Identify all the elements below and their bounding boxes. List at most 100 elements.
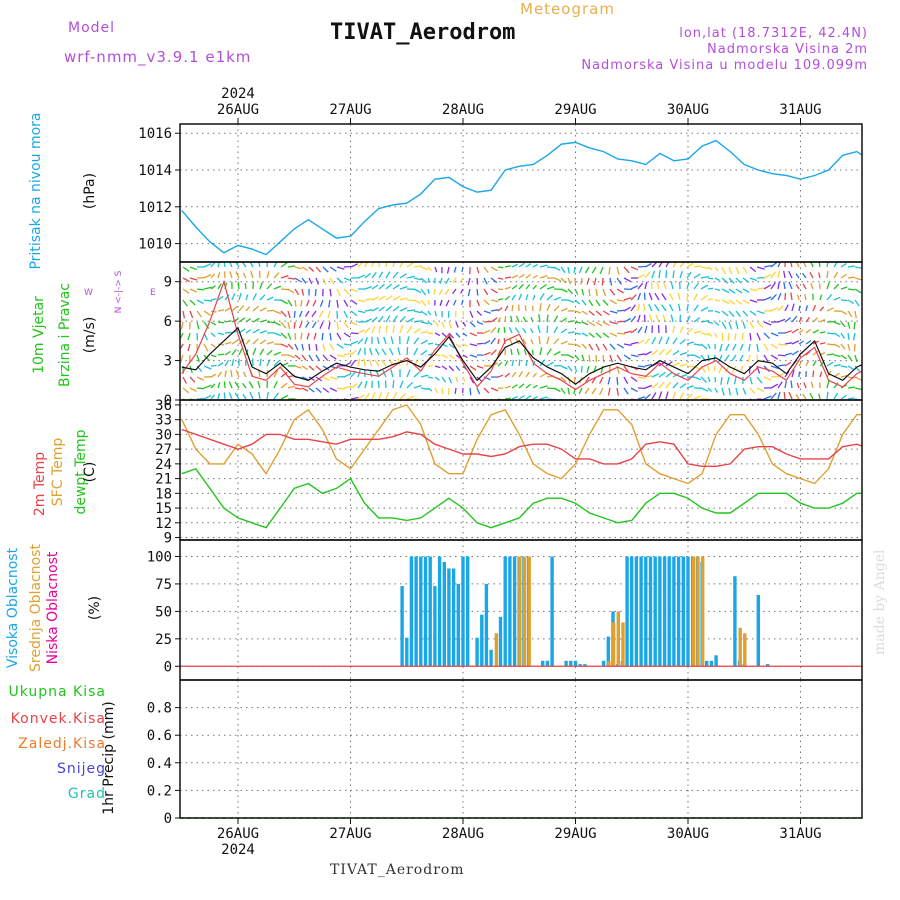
wind-arrow (462, 321, 467, 327)
y-tick-label: 0 (164, 811, 172, 827)
wind-arrow (707, 266, 713, 271)
wind-arrow (490, 288, 498, 294)
wind-arrow (805, 305, 808, 312)
wind-arrow (574, 288, 579, 295)
wind-arrow (350, 263, 359, 268)
wind-arrow (439, 299, 443, 307)
wind-arrow (210, 343, 216, 348)
bottom-date-label: 27AUG (329, 826, 371, 842)
wind-arrow (532, 263, 538, 268)
wind-arrow (798, 329, 804, 334)
wind-arrow (392, 262, 396, 268)
wind-arrow (434, 310, 437, 317)
wind-arrow (599, 376, 604, 384)
wind-arrow (413, 371, 421, 378)
wind-arrow (749, 299, 758, 303)
wind-arrow (381, 348, 387, 356)
wind-arrow (791, 328, 799, 334)
wind-arrow (294, 266, 302, 270)
wind-arrow (490, 266, 498, 272)
wind-arrow (700, 332, 709, 336)
wind-arrow (672, 270, 675, 279)
wind-arrow (847, 365, 855, 371)
wind-arrow (441, 387, 444, 395)
wind-arrow (840, 374, 848, 378)
high-cloud-bar (456, 583, 460, 667)
wind-arrow (644, 325, 648, 334)
wind-arrow (763, 321, 772, 326)
top-date-label: 28AUG (442, 102, 484, 118)
high-cloud-bar (756, 594, 760, 667)
wind-arrow (644, 337, 651, 345)
high-cloud-bar (550, 556, 554, 667)
y-tick-label: 75 (155, 577, 172, 593)
wind-arrow (374, 359, 380, 367)
wind-arrow (651, 373, 660, 378)
wind-arrow (616, 387, 619, 396)
wind-arrow (518, 293, 523, 301)
wind-arrow (707, 387, 713, 393)
wind-arrow (728, 387, 732, 396)
wind-arrow (448, 365, 455, 372)
wind-arrow (686, 341, 694, 345)
wind-arrow (805, 316, 811, 323)
wind-arrow (553, 364, 562, 367)
wind-arrow (182, 266, 190, 272)
wind-arrow (537, 325, 541, 334)
wind-arrow (567, 288, 574, 295)
wind-arrow (560, 288, 568, 293)
wind-arrow (378, 306, 386, 312)
wind-arrow (273, 285, 282, 290)
wind-arrow (444, 288, 450, 295)
wind-arrow (742, 266, 748, 274)
wind-arrow (560, 317, 568, 323)
wind-arrow (420, 374, 429, 378)
wind-arrow (672, 381, 679, 389)
wind-arrow (643, 303, 646, 312)
high-cloud-bar (658, 556, 662, 667)
wind-arrow (749, 277, 758, 282)
wind-arrow (483, 329, 491, 334)
wind-arrow (546, 294, 554, 301)
wind-arrow (826, 332, 835, 335)
wind-arrow (707, 277, 714, 280)
wind-arrow (679, 338, 687, 345)
wind-arrow (287, 332, 292, 340)
wind-arrow (826, 293, 833, 301)
wind-arrow (315, 354, 321, 362)
wind-arrow (847, 310, 853, 318)
wind-arrow (623, 306, 632, 312)
high-cloud-bar (578, 664, 582, 667)
wind-arrow (385, 325, 388, 334)
wind-arrow (490, 317, 498, 323)
wind-arrow (714, 376, 717, 383)
wind-arrow (539, 347, 543, 356)
wind-arrow (735, 387, 739, 396)
wind-arrow (273, 262, 278, 268)
wind-arrow (637, 314, 641, 323)
wind-arrow (315, 266, 322, 273)
wind-arrow (707, 321, 714, 325)
wind-arrow (301, 343, 305, 351)
wind-arrow (637, 339, 645, 345)
wind-arrow (539, 385, 548, 389)
wind-arrow (329, 354, 337, 360)
wind-arrow (833, 382, 839, 389)
y-tick-label: 33 (155, 413, 172, 429)
wind-arrow (532, 372, 538, 378)
top-year-label: 2024 (221, 86, 255, 102)
wind-arrow (770, 271, 777, 279)
wind-arrow (546, 348, 552, 356)
wind-arrow (749, 321, 755, 329)
wind-arrow (777, 372, 785, 378)
wind-arrow (637, 265, 646, 268)
wind-arrow (644, 384, 653, 389)
wind-arrow (602, 354, 605, 363)
wind-arrow (805, 340, 812, 345)
wind-arrow (749, 387, 756, 395)
wind-arrow (399, 262, 405, 268)
wind-arrow (308, 266, 315, 272)
wind-arrow (420, 310, 428, 316)
wind-arrow (588, 354, 591, 362)
wind-arrow (805, 360, 810, 367)
